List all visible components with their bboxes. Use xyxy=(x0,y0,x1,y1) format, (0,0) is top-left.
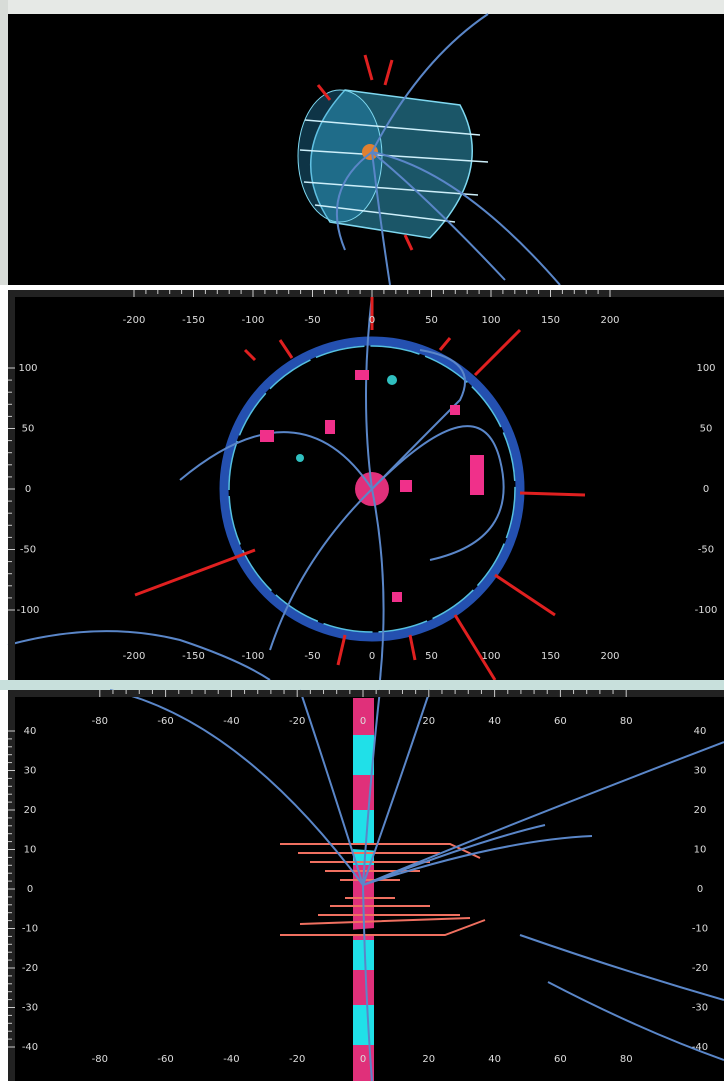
y-tick-label: -40 xyxy=(22,1042,38,1053)
y-tick-label: 0 xyxy=(25,484,31,495)
hits-transverse xyxy=(260,370,484,602)
x-tick-label: 60 xyxy=(554,716,567,727)
x-tick-label: 40 xyxy=(488,716,501,727)
y-tick-label: 100 xyxy=(18,363,37,374)
x-tick-label: -80 xyxy=(92,1054,108,1065)
tracks-3d xyxy=(316,13,561,286)
x-tick-label: -60 xyxy=(157,716,173,727)
x-tick-label: 0 xyxy=(369,651,375,662)
y-tick-label: -50 xyxy=(20,545,36,556)
x-tick-label: 100 xyxy=(481,651,500,662)
y-tick-label: 0 xyxy=(27,884,33,895)
separator xyxy=(0,680,724,690)
x-tick-label: 0 xyxy=(369,315,375,326)
y-tick-label: 30 xyxy=(694,766,707,777)
tracks-longitudinal xyxy=(109,689,724,1081)
y-tick-label: -20 xyxy=(692,963,708,974)
y-tick-label: 40 xyxy=(24,726,37,737)
ruler xyxy=(8,290,15,680)
y-tick-label: 0 xyxy=(697,884,703,895)
y-tick-label: -10 xyxy=(692,924,708,935)
x-tick-label: 50 xyxy=(425,651,438,662)
x-tick-label: -200 xyxy=(123,315,146,326)
y-tick-label: 0 xyxy=(703,484,709,495)
x-tick-label: 200 xyxy=(600,651,619,662)
ruler xyxy=(8,290,724,297)
x-tick-label: -150 xyxy=(182,315,205,326)
title-bar xyxy=(0,0,724,14)
x-tick-label: -200 xyxy=(123,651,146,662)
x-tick-label: 80 xyxy=(620,716,633,727)
x-tick-label: 20 xyxy=(422,716,435,727)
panel-transverse: -200 -200 -150 -150 -100 -100 -50 -50 0 0 50 50 100 1… xyxy=(7,290,724,681)
x-tick-label: -50 xyxy=(304,651,320,662)
y-tick-label: -30 xyxy=(22,1003,38,1014)
x-tick-label: -150 xyxy=(182,651,205,662)
y-tick-label: 50 xyxy=(22,424,35,435)
side-bar xyxy=(0,0,8,285)
x-tick-label: 40 xyxy=(488,1054,501,1065)
x-tick-label: 80 xyxy=(620,1054,633,1065)
x-tick-label: 150 xyxy=(541,651,560,662)
x-tick-label: 50 xyxy=(425,315,438,326)
y-tick-label: 20 xyxy=(694,805,707,816)
ruler xyxy=(8,690,15,1081)
x-tick-label: -60 xyxy=(157,1054,173,1065)
x-tick-label: -40 xyxy=(223,1054,239,1065)
x-tick-label: -100 xyxy=(242,651,265,662)
y-tick-label: -40 xyxy=(692,1042,708,1053)
y-tick-label: 10 xyxy=(24,845,37,856)
y-tick-label: 40 xyxy=(694,726,707,737)
y-tick-label: 100 xyxy=(696,363,715,374)
panel-3d xyxy=(0,0,724,286)
y-tick-label: 10 xyxy=(694,845,707,856)
y-tick-label: 50 xyxy=(700,424,713,435)
x-tick-label: 100 xyxy=(481,315,500,326)
y-tick-label: -20 xyxy=(22,963,38,974)
y-tick-label: -100 xyxy=(17,605,40,616)
x-tick-label: 0 xyxy=(360,1054,366,1065)
hit-strips xyxy=(280,843,486,936)
x-tick-label: -20 xyxy=(289,716,305,727)
y-tick-label: -30 xyxy=(692,1003,708,1014)
x-tick-label: 200 xyxy=(600,315,619,326)
y-tick-label: -50 xyxy=(698,545,714,556)
x-tick-label: -80 xyxy=(92,716,108,727)
y-tick-label: 20 xyxy=(24,805,37,816)
x-tick-label: 0 xyxy=(360,716,366,727)
y-tick-label: 30 xyxy=(24,766,37,777)
x-tick-label: -50 xyxy=(304,315,320,326)
panel-longitudinal: -80 -80 -60 -60 -40 -40 -20 -20 0 0 20 20 40 40 60 60 80… xyxy=(8,689,724,1081)
y-tick-label: -100 xyxy=(695,605,718,616)
separator xyxy=(0,285,724,290)
x-tick-label: -40 xyxy=(223,716,239,727)
x-tick-label: 150 xyxy=(541,315,560,326)
tracks-transverse xyxy=(7,290,586,681)
x-tick-label: -20 xyxy=(289,1054,305,1065)
x-tick-label: -100 xyxy=(242,315,265,326)
x-tick-label: 20 xyxy=(422,1054,435,1065)
y-tick-label: -10 xyxy=(22,924,38,935)
x-tick-label: 60 xyxy=(554,1054,567,1065)
ruler xyxy=(8,690,724,697)
